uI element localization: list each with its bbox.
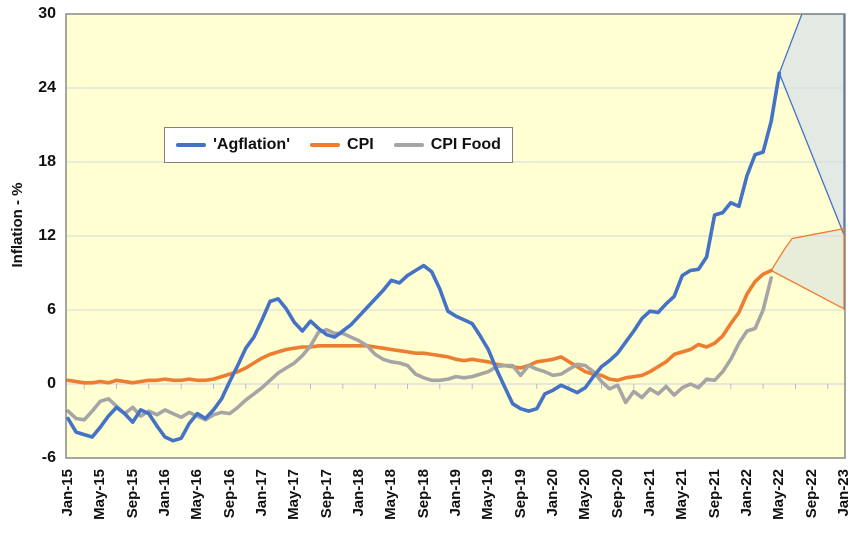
x-tick-label: Sep-17 [317, 469, 335, 519]
series-line-2 [66, 276, 774, 422]
x-tick-label: Jan-21 [640, 469, 658, 517]
x-tick-label: Jan-15 [59, 469, 76, 517]
x-tick-label: Jan-16 [155, 469, 173, 517]
series-line-1 [66, 268, 774, 385]
x-tick-label: Sep-16 [220, 469, 238, 519]
legend-swatch-icon [176, 143, 207, 147]
x-tick-label: May-16 [188, 469, 206, 520]
x-tick-label: Sep-21 [705, 469, 723, 519]
legend-swatch-icon [393, 143, 424, 147]
x-tick-label: May-17 [285, 469, 303, 520]
legend-item: 'Agflation' [176, 136, 290, 154]
x-tick-label: May-19 [479, 469, 497, 520]
forecast-fan-fill [779, 14, 844, 235]
legend-item: CPI Food [393, 136, 501, 154]
y-tick-label: 24 [38, 79, 56, 96]
legend-label: CPI Food [430, 136, 501, 153]
y-tick-label: -6 [41, 449, 56, 466]
x-tick-label: Jan-17 [252, 469, 270, 517]
plot-border [65, 13, 846, 459]
x-tick-label: Sep-19 [511, 469, 529, 519]
x-tick-label: Jan-19 [446, 469, 464, 517]
legend-label: CPI [347, 136, 374, 153]
x-tick-label: Sep-22 [802, 469, 820, 519]
x-tick-label: Sep-15 [123, 469, 141, 519]
series-line-0 [66, 71, 782, 443]
legend-item: CPI [310, 136, 374, 154]
forecast-fan-outline [770, 227, 845, 310]
x-tick-label: Sep-20 [608, 469, 626, 519]
x-tick-label: Jan-18 [349, 469, 367, 517]
y-tick-label: 6 [47, 301, 56, 318]
y-tick-label: 18 [38, 153, 56, 170]
x-tick-label: Jan-20 [543, 469, 561, 517]
legend-swatch-icon [310, 143, 341, 147]
x-tick-label: May-15 [91, 469, 109, 520]
x-tick-label: May-18 [382, 469, 400, 520]
y-axis-title: Inflation - % [9, 182, 26, 268]
x-tick-label: Sep-18 [414, 469, 432, 519]
y-tick-label: 12 [38, 227, 56, 244]
y-tick-label: 30 [38, 5, 56, 22]
x-tick-label: Jan-22 [737, 469, 755, 517]
x-tick-label: May-22 [770, 469, 788, 520]
x-tick-label: May-21 [673, 469, 691, 520]
x-tick-label: Jan-23 [834, 469, 852, 517]
forecast-fan-fill [771, 228, 844, 309]
x-tick-label: May-20 [576, 469, 594, 520]
legend-label: 'Agflation' [213, 136, 291, 153]
chart-legend: 'Agflation' CPI CPI Food [164, 127, 513, 163]
y-tick-label: 0 [47, 375, 56, 392]
